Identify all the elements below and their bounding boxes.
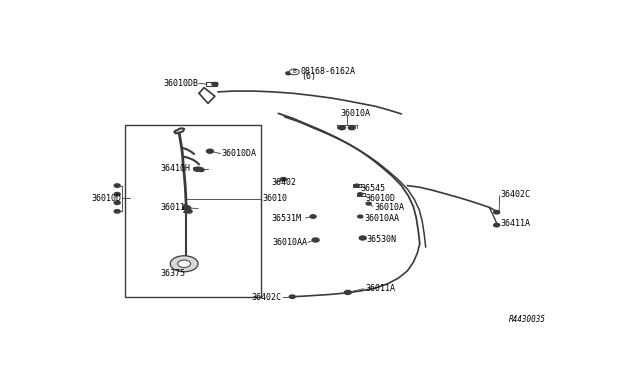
Bar — [356, 193, 365, 196]
Circle shape — [207, 149, 213, 153]
Circle shape — [170, 256, 198, 272]
Circle shape — [280, 177, 286, 181]
Circle shape — [366, 202, 371, 205]
Text: 36010A: 36010A — [374, 203, 404, 212]
Text: 36010AA: 36010AA — [364, 214, 399, 223]
Text: 36402C: 36402C — [251, 293, 281, 302]
Text: 36410H: 36410H — [161, 164, 190, 173]
Circle shape — [186, 210, 192, 213]
Circle shape — [114, 184, 120, 187]
Text: 36402: 36402 — [271, 178, 296, 187]
Text: 36411A: 36411A — [500, 219, 530, 228]
Circle shape — [344, 291, 351, 294]
Bar — [125, 125, 261, 297]
Circle shape — [182, 206, 191, 210]
Text: 36011: 36011 — [161, 203, 186, 212]
Circle shape — [339, 126, 346, 130]
Text: 36010: 36010 — [262, 194, 287, 203]
Circle shape — [493, 211, 500, 214]
Circle shape — [114, 210, 120, 213]
Circle shape — [199, 169, 204, 171]
Text: 36010D: 36010D — [91, 194, 121, 203]
Circle shape — [348, 126, 355, 130]
Text: 36531M: 36531M — [271, 214, 301, 223]
Text: 36010A: 36010A — [340, 109, 371, 118]
Circle shape — [312, 238, 319, 242]
Bar — [207, 82, 218, 86]
Text: 36402C: 36402C — [500, 190, 530, 199]
Text: B: B — [292, 69, 296, 74]
Circle shape — [193, 167, 200, 171]
Circle shape — [212, 83, 218, 86]
Circle shape — [310, 215, 316, 218]
Text: 36011A: 36011A — [365, 284, 396, 293]
Circle shape — [358, 193, 363, 196]
Text: 36010DB: 36010DB — [163, 79, 198, 88]
Text: 36010DA: 36010DA — [221, 149, 257, 158]
Circle shape — [289, 295, 295, 298]
Circle shape — [358, 215, 363, 218]
Circle shape — [289, 69, 300, 75]
Text: 36010D: 36010D — [365, 194, 396, 203]
Text: 36375: 36375 — [161, 269, 186, 278]
Circle shape — [286, 72, 291, 75]
Circle shape — [359, 236, 366, 240]
Circle shape — [355, 184, 359, 187]
Bar — [353, 184, 361, 187]
Text: 08168-6162A: 08168-6162A — [301, 67, 356, 76]
Circle shape — [178, 260, 191, 267]
Text: 36545: 36545 — [360, 184, 385, 193]
Circle shape — [114, 201, 120, 205]
Text: R4430035: R4430035 — [509, 315, 546, 324]
Text: 36530N: 36530N — [367, 235, 397, 244]
Text: (6): (6) — [301, 72, 317, 81]
Text: 36010AA: 36010AA — [273, 238, 307, 247]
Circle shape — [493, 223, 500, 227]
Circle shape — [114, 192, 120, 196]
